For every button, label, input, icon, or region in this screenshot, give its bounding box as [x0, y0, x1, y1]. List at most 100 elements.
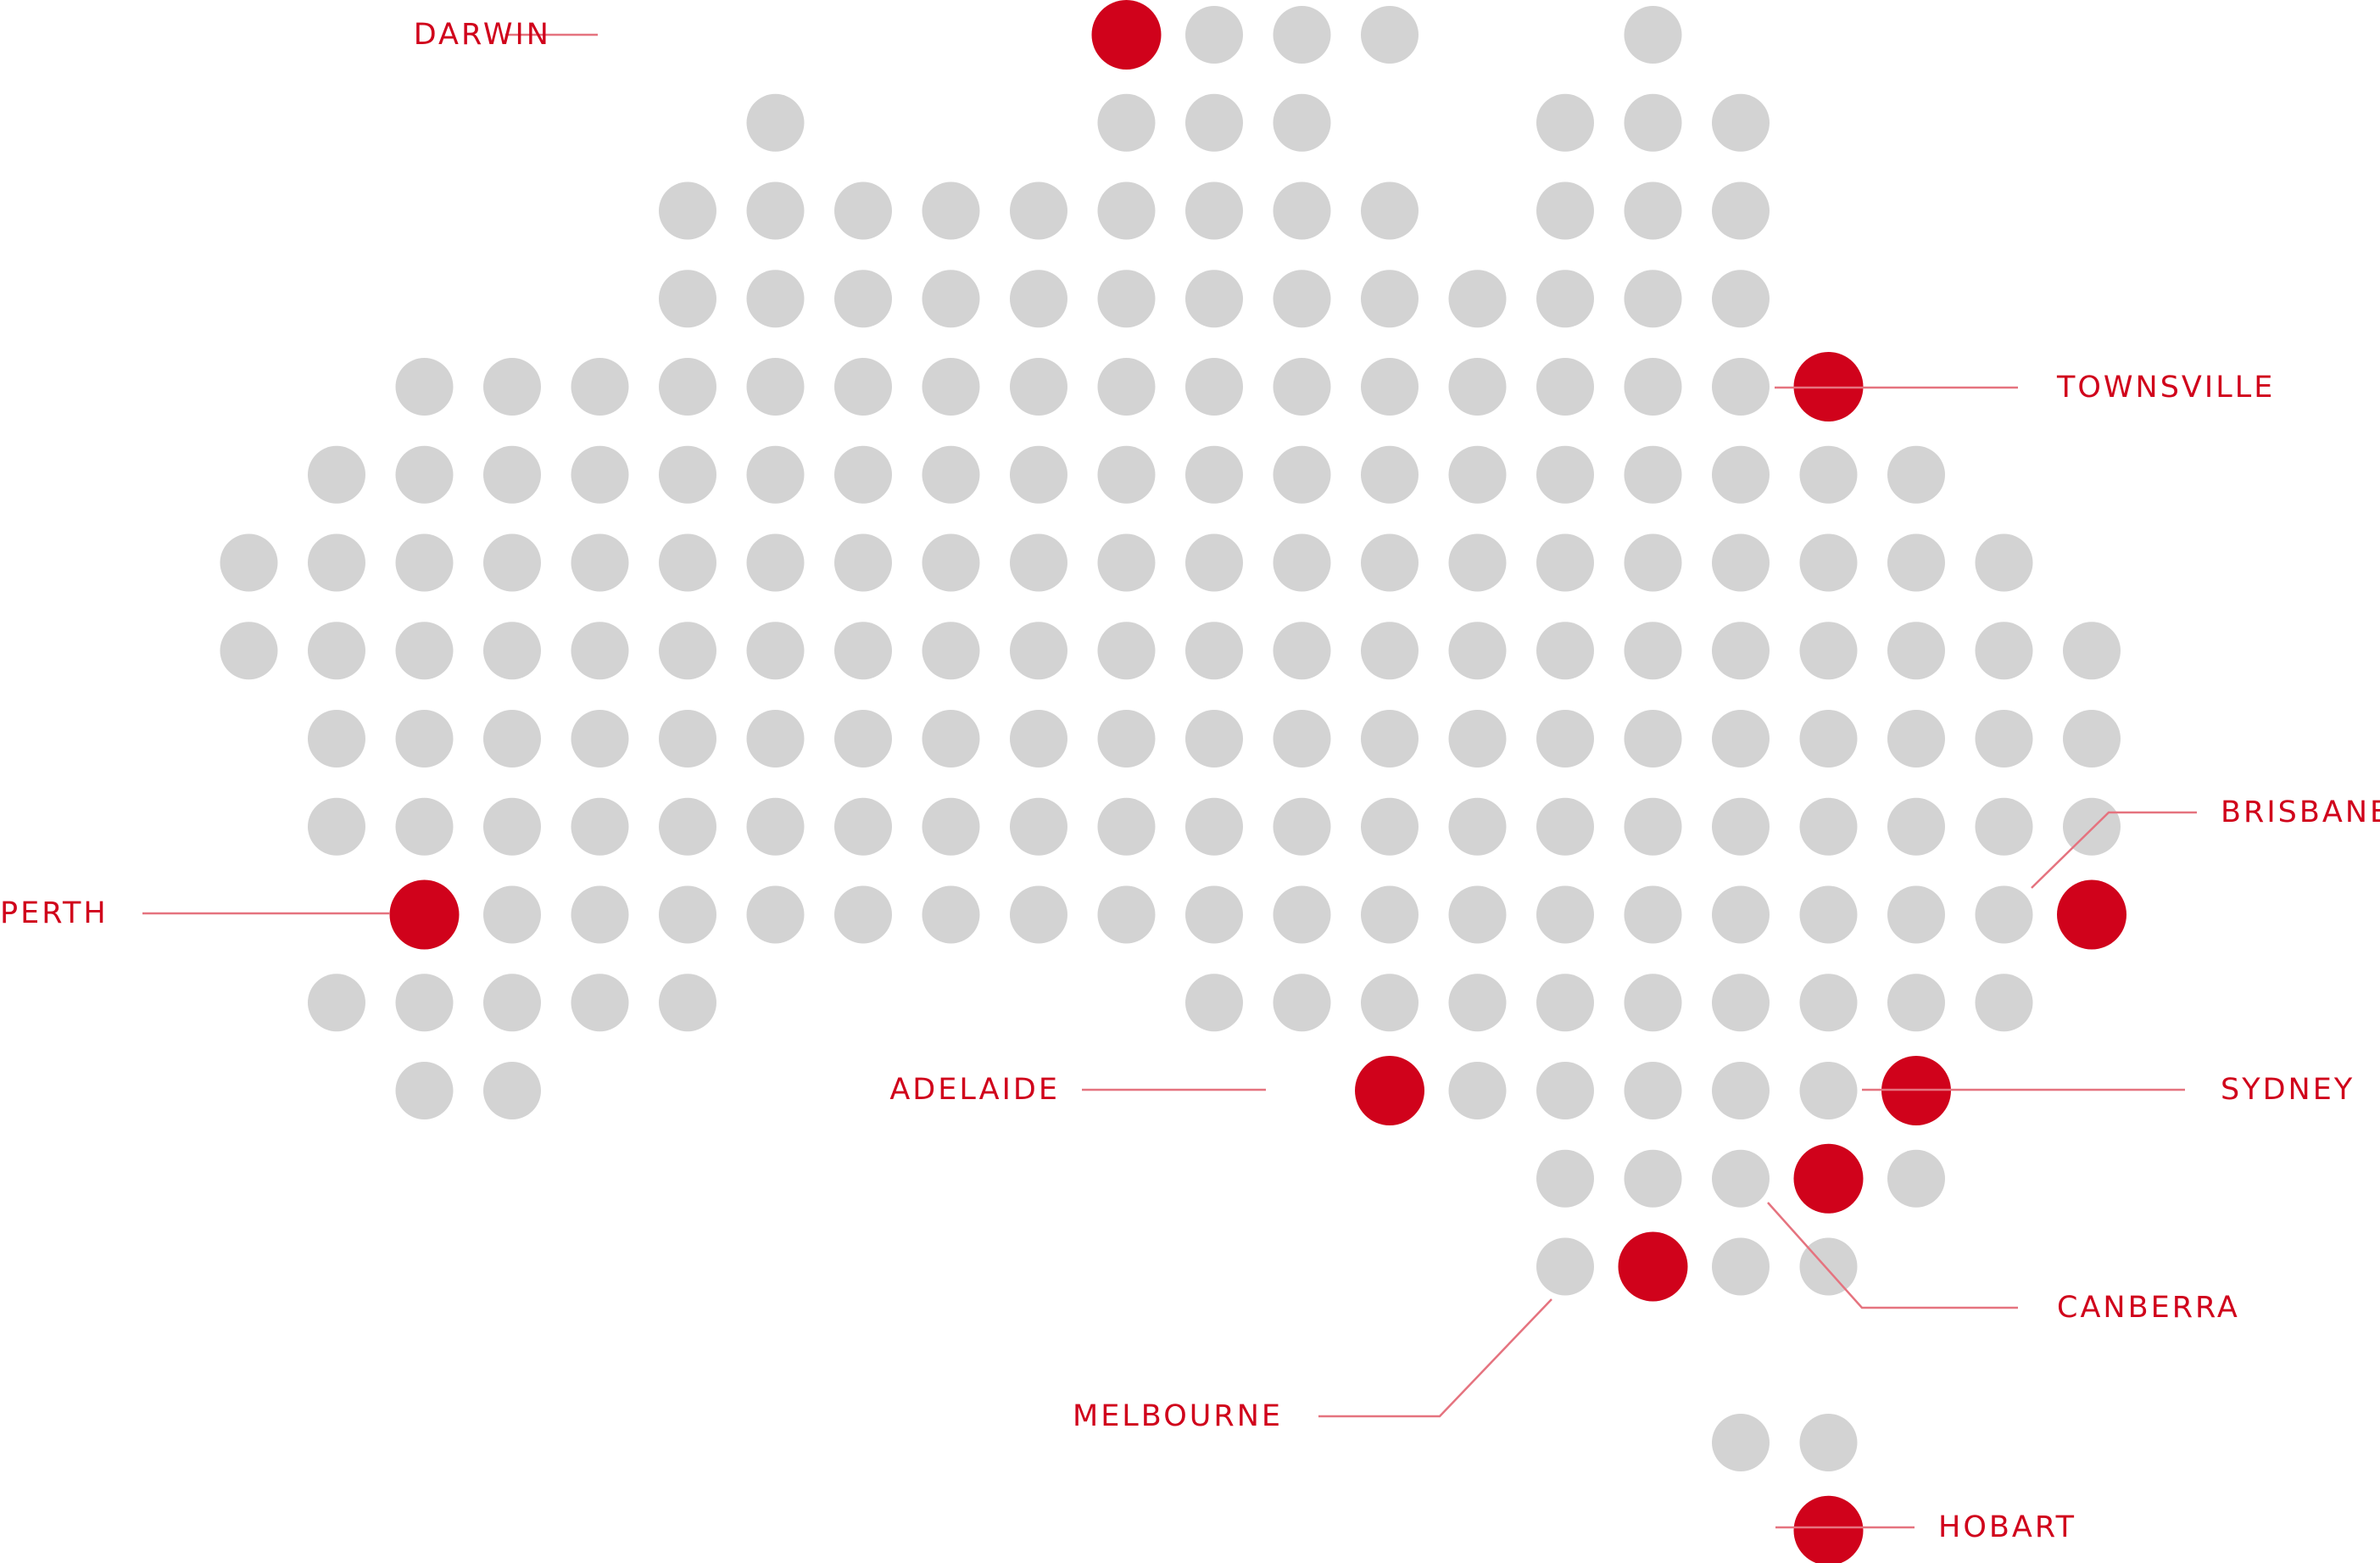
map-dot [922, 797, 980, 856]
map-dot [834, 797, 892, 856]
map-dot [483, 445, 541, 504]
map-dot [571, 885, 629, 944]
map-dot [1010, 622, 1067, 680]
map-dot [1799, 1062, 1858, 1119]
brisbane-label: BRISBANE [2221, 795, 2380, 829]
map-dot [659, 181, 716, 240]
map-dot [1361, 797, 1419, 856]
map-dot [1712, 93, 1770, 152]
map-dot [746, 358, 805, 416]
melbourne-label: MELBOURNE [1073, 1399, 1283, 1433]
map-dot [1185, 710, 1243, 768]
map-dot [395, 533, 454, 592]
map-dot [1712, 974, 1770, 1032]
canberra-label: CANBERRA [2057, 1291, 2240, 1325]
map-dot [746, 270, 805, 328]
map-dot [834, 181, 892, 240]
map-dot [1185, 974, 1243, 1032]
map-dot [1536, 885, 1594, 944]
map-dot [1712, 1149, 1770, 1208]
map-dot [1712, 797, 1770, 856]
map-dot [746, 797, 805, 856]
melbourne-marker[interactable] [1618, 1231, 1688, 1302]
map-dot [1185, 797, 1243, 856]
map-dot [1361, 358, 1419, 416]
map-dot [1624, 445, 1682, 504]
map-dot [1887, 622, 1945, 680]
map-dot [1361, 181, 1419, 240]
map-dot [1975, 974, 2033, 1032]
map-dot [1273, 181, 1331, 240]
map-dot [1361, 974, 1419, 1032]
map-dot [1887, 885, 1945, 944]
map-dot [571, 445, 629, 504]
map-dot [746, 533, 805, 592]
townsville-label: TOWNSVILLE [2056, 371, 2275, 405]
map-dot [1536, 1062, 1594, 1119]
map-dot [220, 622, 278, 680]
map-dot [1624, 6, 1682, 64]
map-dot [1273, 445, 1331, 504]
map-dot [1712, 1414, 1770, 1471]
perth-label: PERTH [0, 896, 109, 930]
perth-marker[interactable] [389, 879, 460, 950]
map-dot [1010, 270, 1067, 328]
map-dot [1536, 358, 1594, 416]
map-dot [1185, 445, 1243, 504]
brisbane-marker[interactable] [2057, 879, 2126, 950]
map-dot [1010, 181, 1067, 240]
map-dot [1624, 1062, 1682, 1119]
map-dot [483, 974, 541, 1032]
map-dot [834, 710, 892, 768]
map-dot [1185, 270, 1243, 328]
map-dot [1010, 533, 1067, 592]
map-dot [1712, 181, 1770, 240]
map-dot [1448, 358, 1507, 416]
adelaide-marker[interactable] [1355, 1056, 1424, 1125]
map-dot [1712, 445, 1770, 504]
map-dot [1799, 797, 1858, 856]
map-dot [483, 710, 541, 768]
map-dot [746, 93, 805, 152]
map-dot [1448, 270, 1507, 328]
melbourne-leader-line [1318, 1298, 1552, 1418]
map-dot [1097, 797, 1156, 856]
map-dot [1010, 445, 1067, 504]
map-dot [1010, 885, 1067, 944]
canberra-marker[interactable] [1793, 1143, 1864, 1214]
map-dot [1799, 445, 1858, 504]
map-dot [1273, 622, 1331, 680]
map-dot [1010, 797, 1067, 856]
darwin-marker[interactable] [1091, 0, 1162, 70]
map-dot [1887, 445, 1945, 504]
map-dot [922, 270, 980, 328]
map-dots [220, 0, 2126, 1563]
map-dot [659, 885, 716, 944]
map-dot [483, 885, 541, 944]
map-dot [1273, 358, 1331, 416]
map-dot [922, 710, 980, 768]
hobart-marker[interactable] [1793, 1495, 1864, 1563]
map-dot [395, 974, 454, 1032]
map-dot [834, 533, 892, 592]
map-dot [1185, 358, 1243, 416]
map-dot [1185, 93, 1243, 152]
map-dot [834, 622, 892, 680]
map-dot [834, 270, 892, 328]
map-dot [1624, 358, 1682, 416]
map-dot [571, 533, 629, 592]
map-dot [1624, 181, 1682, 240]
map-dot [834, 358, 892, 416]
map-dot [1273, 797, 1331, 856]
map-dot [1536, 1237, 1594, 1296]
map-dot [1624, 93, 1682, 152]
map-dot [746, 710, 805, 768]
map-dot [1712, 270, 1770, 328]
map-dot [1448, 445, 1507, 504]
map-dot [1799, 1237, 1858, 1296]
map-dot [1624, 533, 1682, 592]
map-dot [1887, 533, 1945, 592]
map-dot [1097, 93, 1156, 152]
map-dot [483, 1062, 541, 1119]
map-dot [1361, 6, 1419, 64]
